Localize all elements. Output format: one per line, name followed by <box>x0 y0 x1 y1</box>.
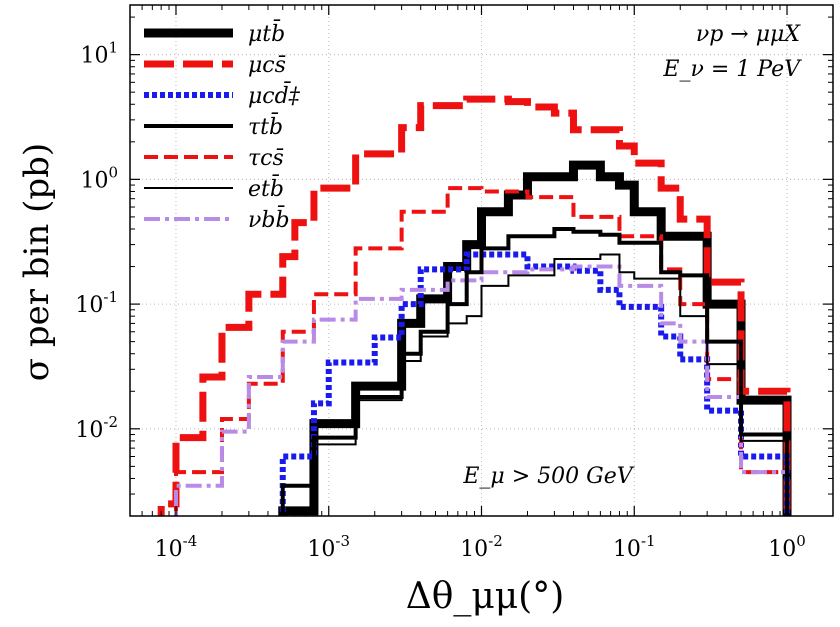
legend-label: etb̄ <box>248 174 284 202</box>
ticks <box>129 5 834 517</box>
legend-label: τtb̄ <box>248 112 283 140</box>
legend-label: μcs̄ <box>248 53 286 78</box>
cut-label: E_μ > 500 GeV <box>462 464 634 489</box>
series-line-5 <box>281 253 789 516</box>
process-label: νp → μμX <box>696 22 801 47</box>
tick-labels: 10-4 10-3 10-2 10-1 100 10-2 10-1 100 101 <box>75 39 805 562</box>
y-tick-label: 101 <box>80 39 118 69</box>
x-tick-label: 100 <box>768 532 806 562</box>
x-tick-label: 10-4 <box>155 532 198 562</box>
energy-label: E_ν = 1 PeV <box>662 57 802 82</box>
y-axis-title: σ per bin (pb) <box>17 143 57 381</box>
series-line-4 <box>173 186 790 516</box>
series-layer <box>157 95 792 516</box>
x-tick-label: 10-3 <box>307 532 350 562</box>
legend-label: μtb̄ <box>248 19 285 47</box>
series-line-2 <box>279 251 791 516</box>
x-axis-title: Δθ_μμ(°) <box>406 576 565 617</box>
x-tick-label: 10-1 <box>613 532 656 562</box>
y-tick-label: 10-2 <box>75 413 118 443</box>
x-tick-label: 10-2 <box>460 532 503 562</box>
legend: μtb̄ μcs̄ μcd̄‡ τtb̄ τcs̄ etb̄ νbb̄ <box>144 19 301 233</box>
legend-label: νbb̄ <box>248 205 290 233</box>
legend-label: μcd̄‡ <box>248 81 301 109</box>
series-line-1 <box>157 95 791 516</box>
y-tick-label: 100 <box>80 163 118 193</box>
legend-label: τcs̄ <box>248 146 284 171</box>
y-tick-label: 10-1 <box>75 288 118 318</box>
